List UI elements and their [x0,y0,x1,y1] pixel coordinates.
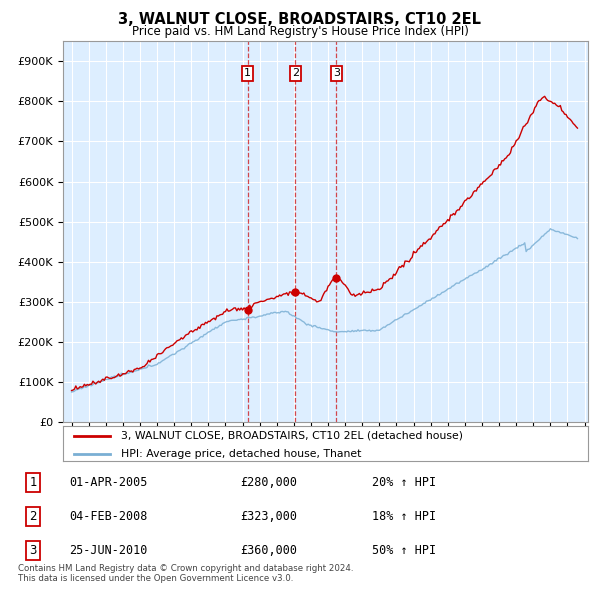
Text: Price paid vs. HM Land Registry's House Price Index (HPI): Price paid vs. HM Land Registry's House … [131,25,469,38]
Text: 2: 2 [292,68,299,78]
Text: Contains HM Land Registry data © Crown copyright and database right 2024.
This d: Contains HM Land Registry data © Crown c… [18,563,353,583]
Text: 50% ↑ HPI: 50% ↑ HPI [372,543,436,557]
Text: 1: 1 [244,68,251,78]
Text: 2: 2 [29,510,37,523]
Text: 01-APR-2005: 01-APR-2005 [69,476,148,490]
Text: 04-FEB-2008: 04-FEB-2008 [69,510,148,523]
Text: 3, WALNUT CLOSE, BROADSTAIRS, CT10 2EL (detached house): 3, WALNUT CLOSE, BROADSTAIRS, CT10 2EL (… [121,431,463,441]
Text: 3, WALNUT CLOSE, BROADSTAIRS, CT10 2EL: 3, WALNUT CLOSE, BROADSTAIRS, CT10 2EL [119,12,482,27]
Text: 3: 3 [333,68,340,78]
Text: 25-JUN-2010: 25-JUN-2010 [69,543,148,557]
Text: 20% ↑ HPI: 20% ↑ HPI [372,476,436,490]
Text: £323,000: £323,000 [240,510,297,523]
Text: £360,000: £360,000 [240,543,297,557]
Text: 3: 3 [29,543,37,557]
Text: 1: 1 [29,476,37,490]
Text: HPI: Average price, detached house, Thanet: HPI: Average price, detached house, Than… [121,448,361,458]
Text: 18% ↑ HPI: 18% ↑ HPI [372,510,436,523]
Text: £280,000: £280,000 [240,476,297,490]
